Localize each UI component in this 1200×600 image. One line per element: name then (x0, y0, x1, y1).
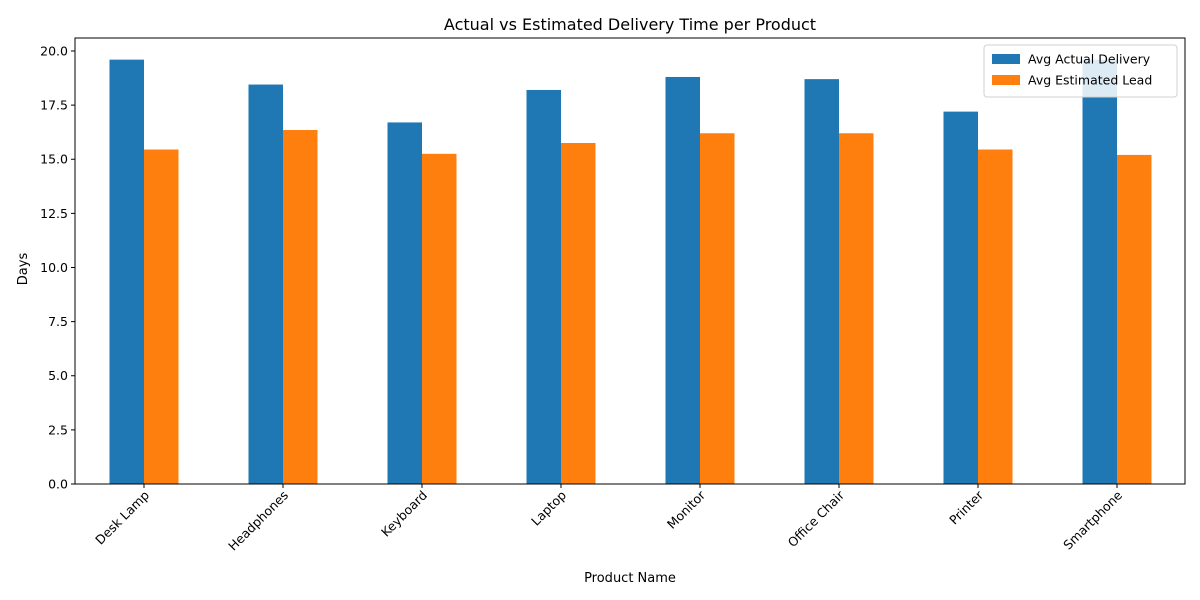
bar-actual-0 (109, 59, 144, 485)
x-tick-label: Headphones (225, 488, 291, 554)
bar-estimated-7 (1117, 154, 1152, 484)
bar-actual-4 (665, 76, 700, 484)
legend-label-0: Avg Actual Delivery (1028, 52, 1151, 67)
legend-box (983, 44, 1178, 98)
chart-title: Actual vs Estimated Delivery Time per Pr… (444, 15, 816, 34)
plot-area: Desk Lamp Headphones Keyboard Laptop Monitor… (40, 37, 1186, 554)
y-tick-label: 15.0 (40, 152, 68, 167)
bar-actual-1 (248, 84, 283, 484)
bar-actual-7 (1082, 59, 1117, 485)
bar-actual-2 (387, 122, 422, 484)
x-tick-label: Smartphone (1060, 487, 1125, 552)
legend-swatch-0 (992, 54, 1020, 64)
legend: Avg Actual Delivery Avg Estimated Lead (983, 44, 1178, 98)
bar-estimated-5 (839, 133, 874, 484)
legend-swatch-1 (992, 75, 1020, 85)
bar-estimated-0 (144, 149, 179, 484)
bar-estimated-2 (422, 153, 457, 485)
x-axis-title: Product Name (584, 571, 676, 586)
y-tick-label: 12.5 (40, 206, 68, 221)
bar-estimated-6 (978, 149, 1013, 484)
bar-actual-6 (943, 111, 978, 485)
bar-estimated-3 (561, 143, 596, 484)
bar-actual-3 (526, 89, 561, 484)
y-tick-label: 20.0 (40, 43, 68, 58)
y-tick-label: 2.5 (48, 422, 68, 437)
y-tick-label: 10.0 (40, 260, 68, 275)
x-tick-label: Laptop (528, 487, 569, 528)
x-tick-label: Desk Lamp (92, 487, 152, 547)
x-tick-label: Keyboard (378, 488, 430, 540)
plot-frame (74, 37, 1186, 485)
y-tick-label: 0.0 (48, 477, 68, 492)
bar-actual-5 (804, 79, 839, 484)
y-tick-label: 7.5 (48, 314, 68, 329)
x-tick-label: Monitor (664, 487, 709, 532)
y-tick-label: 17.5 (40, 98, 68, 113)
legend-label-1: Avg Estimated Lead (1028, 73, 1152, 88)
y-tick-label: 5.0 (48, 368, 68, 383)
bar-estimated-1 (283, 130, 318, 484)
y-axis-title: Days (16, 253, 31, 286)
x-tick-label: Printer (946, 487, 987, 528)
x-tick-label: Office Chair (785, 487, 848, 550)
bar-estimated-4 (700, 133, 735, 484)
